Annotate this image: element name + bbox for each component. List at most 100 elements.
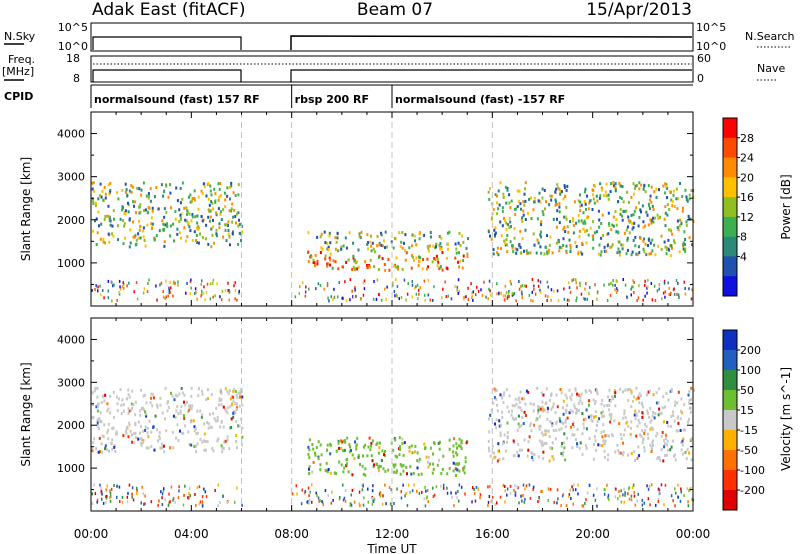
data-cell	[401, 437, 404, 441]
data-cell	[499, 423, 502, 427]
ground-scatter-cell	[680, 490, 682, 494]
ground-scatter-cell	[351, 289, 353, 293]
ground-scatter-cell	[575, 278, 577, 282]
data-cell	[163, 244, 166, 248]
data-cell	[648, 389, 651, 393]
data-cell	[345, 246, 348, 250]
data-cell	[610, 245, 613, 249]
data-cell	[136, 186, 139, 190]
data-cell	[220, 391, 223, 395]
data-cell	[497, 449, 500, 453]
data-cell	[364, 473, 367, 477]
data-cell	[416, 451, 419, 455]
data-cell	[229, 197, 231, 201]
data-cell	[622, 416, 625, 420]
data-cell	[97, 402, 100, 406]
data-cell	[593, 435, 596, 439]
data-cell	[120, 412, 123, 415]
data-cell	[686, 448, 689, 452]
data-cell	[599, 182, 602, 186]
ground-scatter-cell	[178, 489, 180, 493]
data-cell	[518, 244, 520, 248]
data-cell	[165, 429, 168, 433]
data-cell	[578, 446, 581, 450]
data-cell	[666, 420, 669, 424]
data-cell	[519, 406, 522, 410]
data-cell	[132, 220, 134, 224]
data-cell	[216, 419, 219, 423]
data-cell	[565, 244, 568, 248]
ground-scatter-cell	[291, 492, 294, 496]
ground-scatter-cell	[630, 287, 632, 291]
data-cell	[107, 428, 110, 432]
data-cell	[592, 220, 595, 224]
data-cell	[655, 391, 658, 395]
data-cell	[541, 210, 544, 214]
data-cell	[669, 389, 672, 393]
ground-scatter-cell	[400, 490, 402, 494]
data-cell	[145, 446, 148, 450]
data-cell	[134, 431, 137, 435]
data-cell	[96, 421, 99, 425]
data-cell	[151, 404, 154, 408]
data-cell	[151, 393, 154, 397]
data-cell	[196, 221, 199, 225]
data-cell	[200, 215, 203, 219]
data-cell	[230, 181, 233, 185]
data-cell	[384, 246, 386, 249]
data-cell	[343, 448, 346, 452]
data-cell	[139, 431, 141, 435]
ground-scatter-cell	[162, 290, 164, 294]
data-cell	[422, 258, 424, 261]
data-cell	[669, 254, 672, 258]
data-cell	[581, 252, 584, 256]
data-cell	[591, 419, 594, 423]
data-cell	[209, 209, 212, 213]
data-cell	[428, 244, 431, 248]
data-cell	[601, 398, 604, 402]
data-cell	[506, 243, 509, 247]
ground-scatter-cell	[234, 289, 237, 293]
colorbar-swatch	[723, 350, 737, 371]
ground-scatter-cell	[301, 488, 303, 492]
data-cell	[631, 222, 634, 226]
colorbar-frame	[722, 117, 738, 297]
data-cell	[645, 424, 648, 428]
data-cell	[564, 408, 567, 412]
ground-scatter-cell	[472, 486, 474, 490]
data-cell	[429, 231, 432, 234]
data-cell	[562, 421, 565, 425]
ground-scatter-cell	[483, 280, 485, 284]
data-cell	[594, 410, 597, 414]
ground-scatter-cell	[315, 287, 317, 291]
data-cell	[528, 435, 531, 439]
data-cell	[220, 420, 223, 424]
data-cell	[370, 244, 373, 248]
data-cell	[314, 451, 316, 455]
data-cell	[352, 241, 355, 245]
data-cell	[187, 430, 190, 434]
x-tick-label: 20:00	[575, 527, 610, 541]
data-cell	[569, 250, 572, 253]
data-cell	[109, 189, 112, 192]
data-cell	[384, 230, 387, 234]
ground-scatter-cell	[432, 298, 434, 302]
data-cell	[487, 230, 490, 234]
data-cell	[410, 254, 413, 257]
data-cell	[92, 441, 95, 445]
ground-scatter-cell	[109, 495, 112, 499]
ground-scatter-cell	[606, 483, 608, 487]
data-cell	[542, 213, 545, 216]
data-cell	[565, 436, 568, 440]
ground-scatter-cell	[360, 297, 362, 301]
data-cell	[555, 422, 558, 425]
data-cell	[563, 446, 566, 450]
data-cell	[227, 232, 230, 236]
ground-scatter-cell	[416, 489, 418, 493]
data-cell	[441, 251, 444, 254]
data-cell	[206, 388, 209, 392]
ground-scatter-cell	[184, 484, 186, 488]
data-cell	[628, 220, 631, 224]
data-cell	[545, 245, 548, 249]
